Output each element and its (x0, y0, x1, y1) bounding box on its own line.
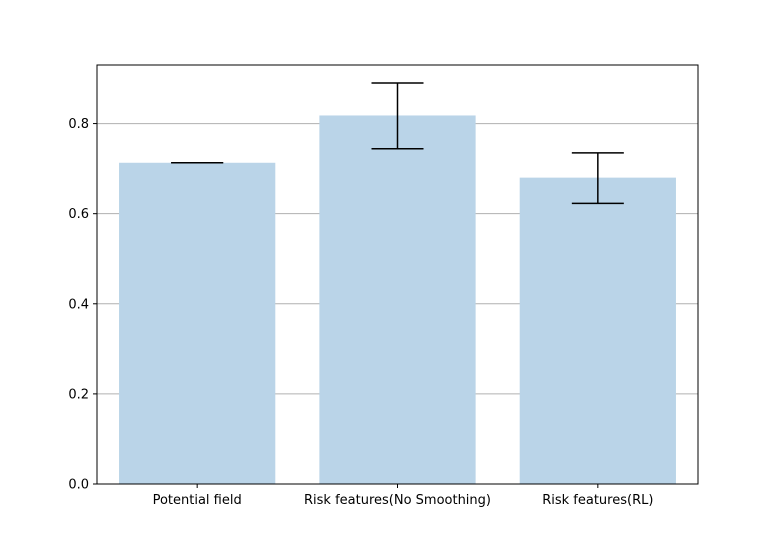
bar-0 (119, 162, 276, 484)
y-axis-ticks: 0.0 0.2 0.4 0.6 0.8 (68, 117, 97, 493)
y-tick-label-3: 0.6 (68, 207, 89, 222)
x-axis-ticks: Potential field Risk features(No Smoothin… (153, 484, 653, 508)
x-tick-label-1: Risk features(No Smoothing) (304, 493, 491, 508)
y-tick-label-1: 0.2 (68, 387, 89, 402)
y-tick-label-2: 0.4 (68, 297, 89, 312)
error-bars (171, 82, 624, 205)
y-tick-label-4: 0.8 (68, 117, 89, 132)
error-bar-1 (371, 82, 424, 150)
bar-2 (519, 177, 676, 485)
bars (119, 115, 676, 485)
y-tick-label-0: 0.0 (68, 478, 89, 493)
x-tick-label-2: Risk features(RL) (542, 493, 653, 508)
x-tick-label-0: Potential field (153, 493, 242, 508)
bar-1 (319, 115, 476, 485)
error-bar-2 (571, 152, 624, 205)
